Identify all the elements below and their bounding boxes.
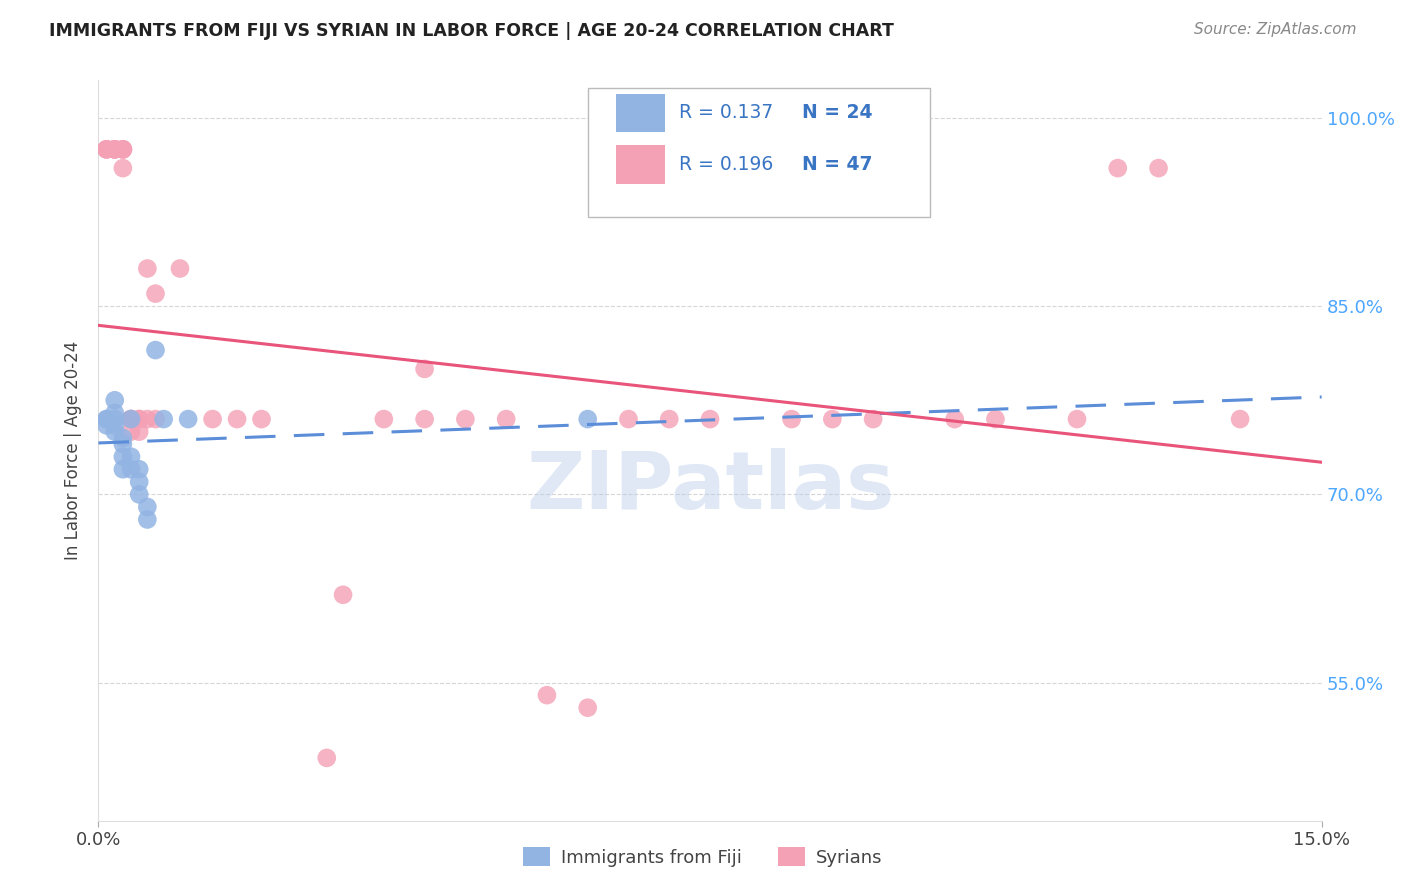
Point [136, 512, 159, 526]
Point [536, 688, 558, 702]
Text: N = 24: N = 24 [801, 103, 872, 122]
Point [576, 700, 599, 714]
Point [862, 412, 884, 426]
Point [120, 462, 142, 476]
Point [373, 412, 395, 426]
Point [111, 450, 134, 464]
Text: R = 0.196: R = 0.196 [679, 155, 773, 174]
Point [104, 406, 127, 420]
Point [413, 412, 436, 426]
Point [128, 412, 150, 426]
Point [104, 142, 127, 156]
Y-axis label: In Labor Force | Age 20-24: In Labor Force | Age 20-24 [65, 341, 83, 560]
Point [136, 261, 159, 276]
Point [617, 412, 640, 426]
Point [111, 142, 134, 156]
Point [152, 412, 174, 426]
Point [104, 142, 127, 156]
Text: IMMIGRANTS FROM FIJI VS SYRIAN IN LABOR FORCE | AGE 20-24 CORRELATION CHART: IMMIGRANTS FROM FIJI VS SYRIAN IN LABOR … [49, 22, 894, 40]
Point [96, 418, 118, 433]
Point [576, 412, 599, 426]
Point [250, 412, 273, 426]
Point [1229, 412, 1251, 426]
Point [96, 412, 118, 426]
Point [136, 500, 159, 514]
Point [1147, 161, 1170, 175]
Point [1107, 161, 1129, 175]
Point [111, 142, 134, 156]
Point [120, 412, 142, 426]
Point [943, 412, 966, 426]
Text: R = 0.137: R = 0.137 [679, 103, 773, 122]
Point [104, 412, 127, 426]
Text: Source: ZipAtlas.com: Source: ZipAtlas.com [1194, 22, 1357, 37]
Text: ZIPatlas: ZIPatlas [526, 449, 894, 526]
Point [111, 431, 134, 445]
Point [177, 412, 200, 426]
Point [120, 412, 142, 426]
Point [315, 751, 337, 765]
Point [128, 425, 150, 439]
Point [699, 412, 721, 426]
Point [1066, 412, 1088, 426]
Point [128, 462, 150, 476]
Point [495, 412, 517, 426]
Point [128, 412, 150, 426]
Point [454, 412, 477, 426]
Point [120, 450, 142, 464]
Legend: Immigrants from Fiji, Syrians: Immigrants from Fiji, Syrians [516, 840, 890, 874]
Point [111, 462, 134, 476]
Point [120, 425, 142, 439]
Point [413, 362, 436, 376]
Point [780, 412, 803, 426]
Point [104, 425, 127, 439]
Point [145, 412, 167, 426]
Point [96, 142, 118, 156]
Point [332, 588, 354, 602]
Point [145, 286, 167, 301]
Point [821, 412, 844, 426]
Point [169, 261, 191, 276]
FancyBboxPatch shape [616, 94, 665, 132]
Point [226, 412, 249, 426]
Point [104, 393, 127, 408]
Point [96, 142, 118, 156]
FancyBboxPatch shape [616, 145, 665, 184]
Point [136, 412, 159, 426]
Point [104, 142, 127, 156]
Point [984, 412, 1007, 426]
Point [96, 412, 118, 426]
Point [111, 437, 134, 451]
Point [658, 412, 681, 426]
FancyBboxPatch shape [588, 87, 931, 218]
Point [145, 343, 167, 357]
Point [104, 418, 127, 433]
Point [120, 412, 142, 426]
Point [104, 142, 127, 156]
Point [111, 142, 134, 156]
Point [96, 142, 118, 156]
Point [111, 161, 134, 175]
Point [128, 475, 150, 489]
Point [120, 412, 142, 426]
Point [201, 412, 224, 426]
Text: N = 47: N = 47 [801, 155, 872, 174]
Point [128, 487, 150, 501]
